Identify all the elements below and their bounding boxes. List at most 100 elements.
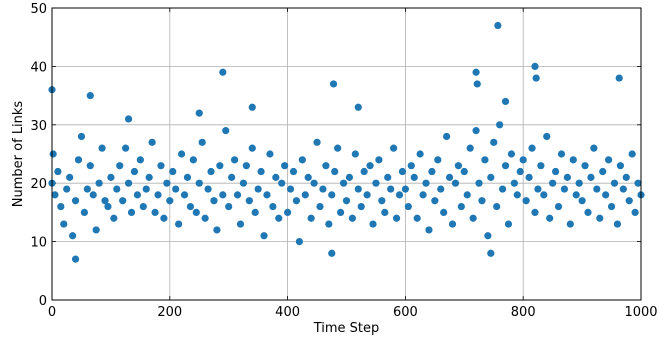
point (307, 214, 315, 222)
point (578, 197, 586, 205)
point (602, 191, 610, 199)
point (228, 173, 236, 181)
point (363, 191, 371, 199)
point (554, 202, 563, 211)
point (375, 156, 383, 164)
point (357, 202, 365, 211)
point (593, 185, 601, 193)
point (236, 220, 245, 228)
point (49, 150, 57, 158)
y-tick-label: 50 (30, 2, 47, 17)
point (175, 220, 183, 228)
point (295, 238, 303, 246)
point (473, 80, 481, 88)
point (157, 162, 165, 170)
point (575, 179, 583, 187)
point (510, 179, 518, 187)
point (260, 232, 268, 240)
point (478, 197, 486, 205)
point (381, 208, 389, 216)
point (387, 185, 395, 193)
point (404, 202, 412, 211)
point (534, 185, 542, 193)
point (501, 97, 510, 106)
point (619, 185, 627, 193)
point (532, 74, 540, 82)
point (98, 144, 106, 152)
point (263, 191, 271, 199)
point (331, 167, 339, 176)
point (569, 156, 577, 164)
point (230, 156, 239, 164)
point (448, 220, 457, 228)
point (54, 167, 62, 176)
point (151, 208, 159, 216)
point (201, 214, 209, 222)
x-tick-label: 400 (275, 305, 300, 320)
point (431, 197, 439, 205)
point (596, 214, 604, 222)
point (177, 150, 186, 158)
point (454, 162, 463, 170)
point (549, 179, 557, 187)
point (407, 162, 415, 170)
point (325, 220, 333, 228)
point (286, 185, 295, 193)
y-tick-label: 30 (30, 119, 47, 134)
point (490, 138, 498, 146)
point (605, 156, 613, 164)
point (172, 185, 180, 193)
point (60, 220, 68, 228)
point (566, 220, 574, 228)
point (119, 197, 127, 205)
point (292, 197, 301, 205)
point (481, 156, 489, 164)
point (219, 68, 227, 76)
point (369, 220, 377, 228)
y-tick-label: 20 (30, 177, 47, 192)
point (198, 138, 206, 146)
point (484, 232, 492, 240)
point (625, 197, 633, 205)
point (313, 138, 321, 146)
point (257, 167, 265, 176)
point (328, 191, 336, 199)
point (180, 191, 189, 199)
point (463, 191, 471, 199)
plot-frame (51, 7, 642, 301)
y-axis-label: Number of Links (11, 101, 26, 208)
point (225, 202, 233, 211)
point (239, 179, 248, 187)
point (169, 167, 177, 176)
point (460, 167, 468, 176)
point (392, 214, 401, 222)
point (428, 167, 436, 176)
point (607, 202, 616, 211)
point (360, 167, 368, 176)
point (57, 202, 65, 211)
point (425, 226, 433, 234)
point (86, 162, 94, 170)
x-tick-label: 1000 (624, 305, 657, 320)
point (89, 191, 97, 199)
point (310, 179, 318, 187)
point (498, 185, 507, 193)
point (525, 173, 533, 181)
point (496, 121, 504, 129)
point (254, 185, 262, 193)
y-tick-label: 40 (30, 60, 47, 75)
x-tick-label: 600 (393, 305, 418, 320)
point (213, 226, 221, 234)
point (613, 220, 622, 228)
point (628, 150, 636, 158)
point (148, 138, 156, 146)
point (445, 173, 454, 181)
point (528, 144, 536, 152)
point (378, 197, 386, 205)
point (322, 162, 330, 170)
point (298, 156, 306, 164)
point (351, 150, 359, 158)
point (183, 173, 192, 181)
point (516, 167, 524, 176)
